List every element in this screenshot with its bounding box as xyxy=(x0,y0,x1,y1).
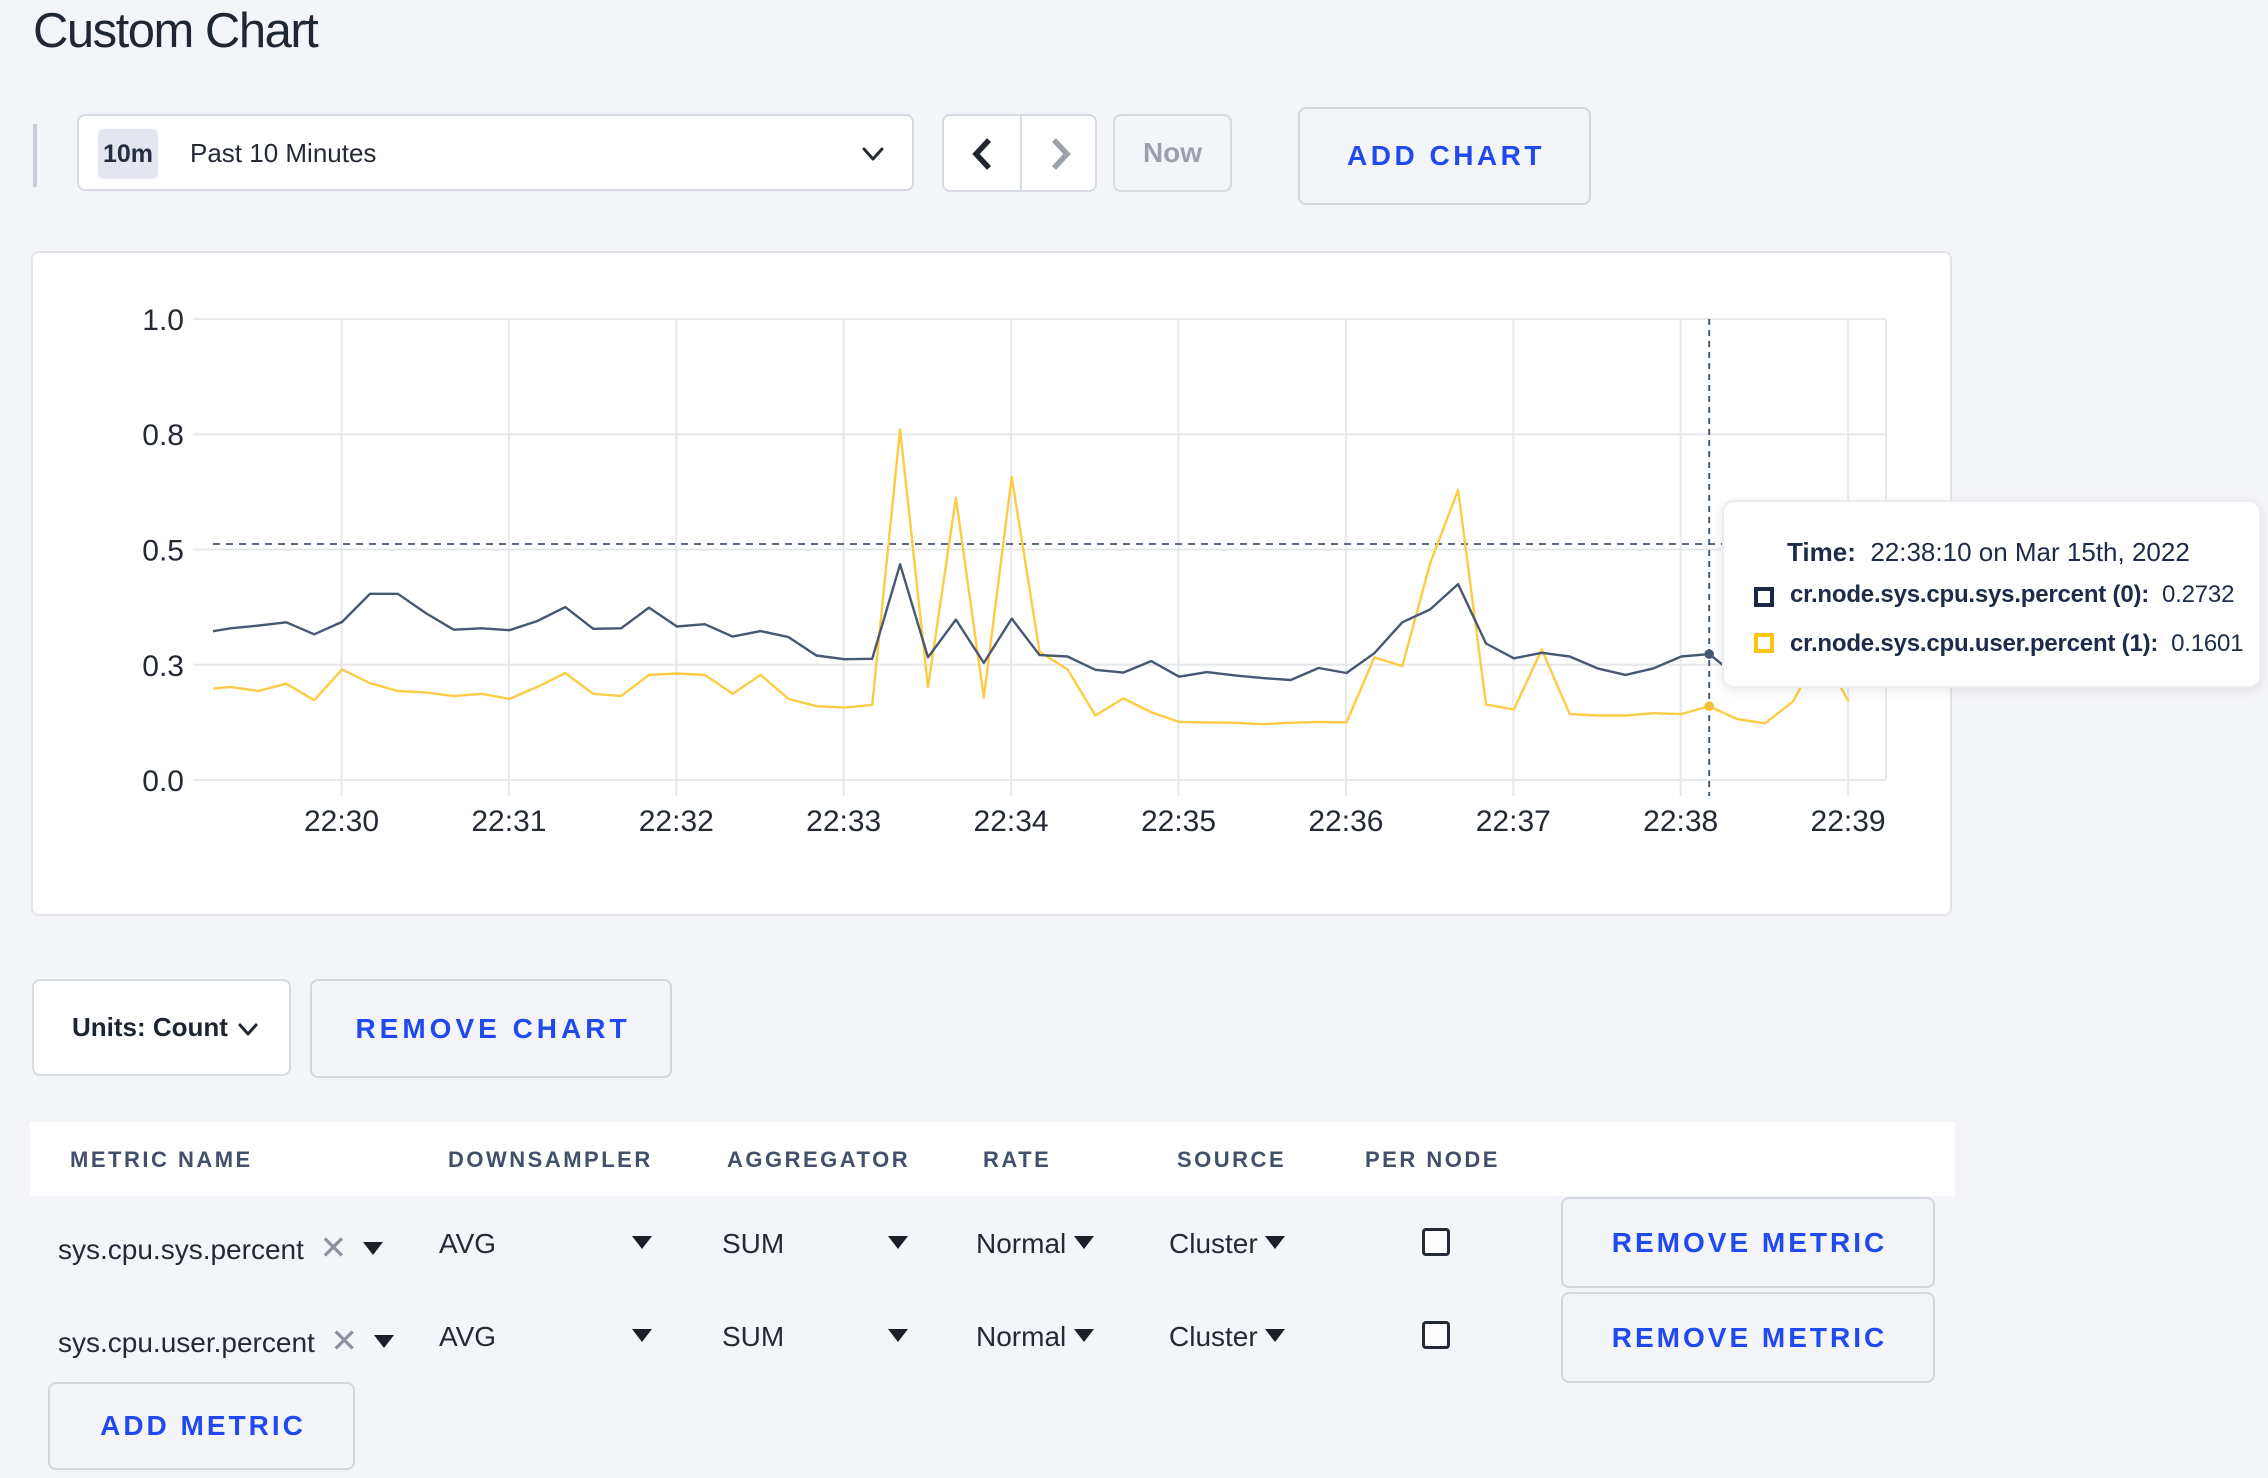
svg-text:22:37: 22:37 xyxy=(1476,805,1551,838)
svg-text:0.8: 0.8 xyxy=(142,419,184,452)
svg-text:22:39: 22:39 xyxy=(1811,805,1886,838)
svg-text:22:32: 22:32 xyxy=(639,805,714,838)
svg-text:22:33: 22:33 xyxy=(806,805,881,838)
svg-text:0.0: 0.0 xyxy=(142,765,184,798)
svg-text:22:35: 22:35 xyxy=(1141,805,1216,838)
svg-text:22:30: 22:30 xyxy=(304,805,379,838)
svg-text:0.3: 0.3 xyxy=(142,650,184,683)
svg-text:22:36: 22:36 xyxy=(1308,805,1383,838)
svg-text:22:31: 22:31 xyxy=(471,805,546,838)
svg-text:22:34: 22:34 xyxy=(974,805,1049,838)
svg-text:22:38: 22:38 xyxy=(1643,805,1718,838)
svg-text:1.0: 1.0 xyxy=(142,304,184,337)
svg-text:0.5: 0.5 xyxy=(142,535,184,568)
